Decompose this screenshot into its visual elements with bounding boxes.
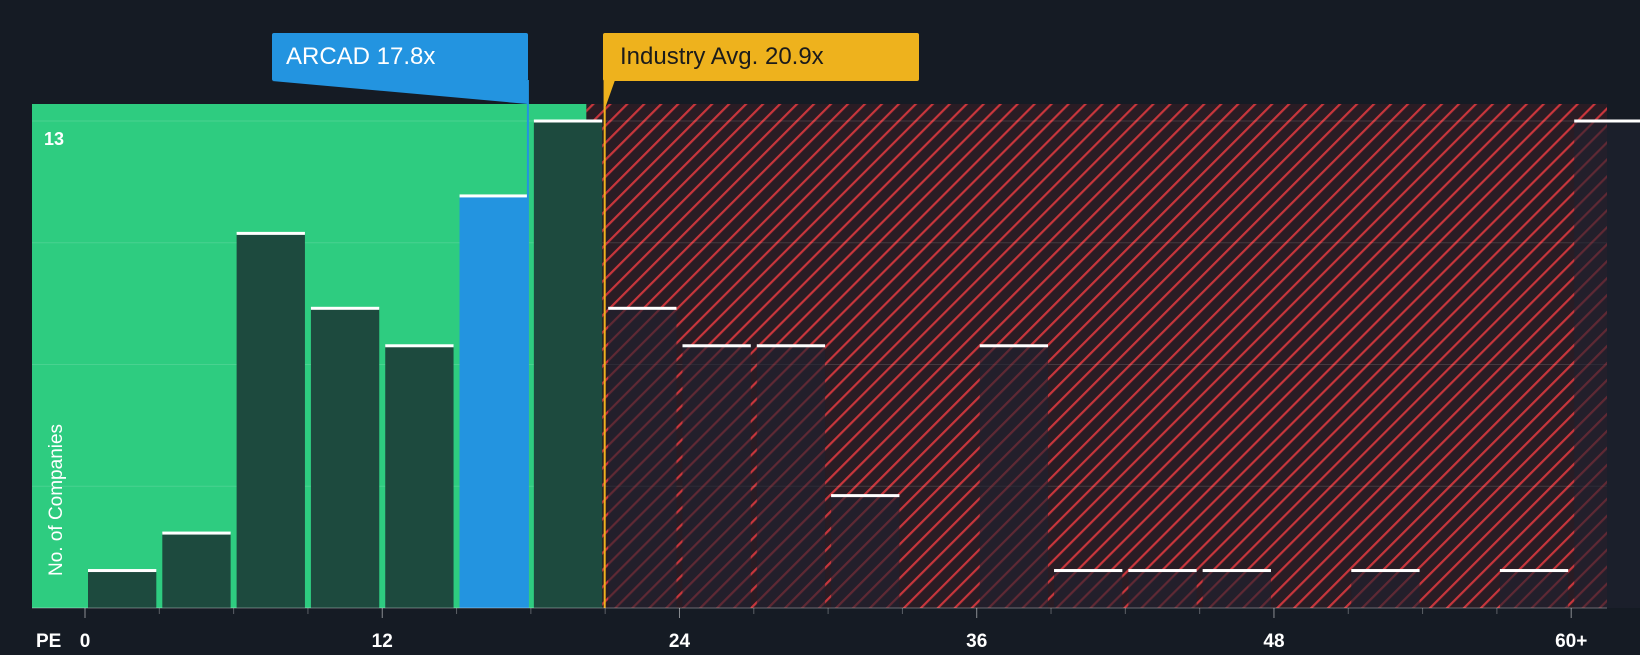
- x-tick-label: 60+: [1555, 631, 1587, 650]
- bar-cap-4: [385, 344, 454, 348]
- histogram-bar-3: [310, 308, 380, 608]
- histogram-bar-8: [682, 345, 751, 608]
- histogram-bar-0: [88, 570, 157, 608]
- histogram-bar-6: [533, 121, 603, 608]
- bar-cap-17: [1351, 569, 1420, 573]
- y-max-label: 13: [44, 129, 64, 149]
- histogram-bar-15: [1202, 570, 1271, 608]
- histogram-bar-1: [162, 533, 231, 608]
- histogram-bar-4: [385, 345, 454, 608]
- bar-cap-5: [459, 194, 528, 198]
- x-tick-label: 36: [966, 631, 987, 650]
- histogram-bar-2: [236, 233, 305, 608]
- bar-cap-9: [756, 344, 826, 348]
- bar-cap-3: [310, 306, 380, 310]
- histogram-bar-13: [1054, 570, 1123, 608]
- bar-cap-7: [608, 306, 677, 310]
- bar-cap-19: [1499, 569, 1569, 573]
- bar-cap-1: [162, 531, 231, 535]
- histogram-bar-9: [756, 345, 826, 608]
- x-axis-title: PE: [36, 631, 61, 650]
- histogram-bar-10: [831, 495, 900, 608]
- histogram-bar-5: [459, 195, 528, 608]
- bar-cap-12: [979, 344, 1049, 348]
- company-callout-tail: [272, 81, 528, 104]
- industry-avg-callout: Industry Avg. 20.9x: [620, 43, 824, 70]
- bar-cap-14: [1128, 569, 1197, 573]
- histogram-bar-19: [1499, 570, 1569, 608]
- histogram-bar-7: [608, 308, 677, 608]
- industry-callout-tail: [603, 81, 615, 112]
- histogram-bar-20: [1574, 121, 1640, 608]
- histogram-bar-17: [1351, 570, 1420, 608]
- bar-cap-15: [1202, 569, 1271, 573]
- x-tick-label: 48: [1263, 631, 1284, 650]
- company-callout-box: [272, 33, 528, 81]
- bar-cap-2: [236, 231, 305, 235]
- bar-cap-13: [1054, 569, 1123, 573]
- histogram-bar-14: [1128, 570, 1197, 608]
- bar-cap-10: [831, 494, 900, 498]
- bar-cap-20: [1574, 119, 1640, 123]
- histogram-bar-12: [979, 345, 1049, 608]
- x-tick-label: 12: [372, 631, 393, 650]
- bar-cap-8: [682, 344, 751, 348]
- company-pe-callout: ARCAD 17.8x: [286, 43, 436, 70]
- y-axis-title: No. of Companies: [46, 424, 67, 576]
- bar-cap-6: [533, 119, 603, 123]
- bar-cap-0: [88, 569, 157, 573]
- x-tick-label: 0: [80, 631, 91, 650]
- x-tick-label: 24: [669, 631, 691, 650]
- overvalued-zone: [586, 104, 1607, 608]
- industry-callout-box: [603, 33, 919, 81]
